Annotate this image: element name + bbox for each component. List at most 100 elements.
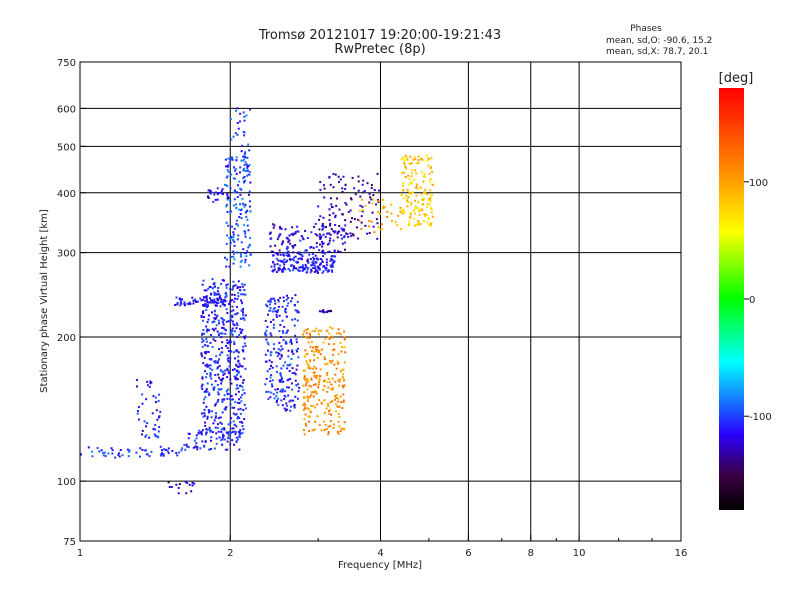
data-point xyxy=(216,290,219,293)
data-point xyxy=(206,428,209,431)
data-point xyxy=(429,166,432,169)
data-point xyxy=(283,325,286,328)
data-point xyxy=(320,402,323,405)
data-point xyxy=(203,390,206,393)
data-point xyxy=(210,436,213,439)
colorbar-label: [deg] xyxy=(719,71,754,86)
data-point xyxy=(299,257,302,260)
data-point xyxy=(292,244,295,247)
data-point xyxy=(312,391,315,394)
data-point xyxy=(238,436,241,439)
data-point xyxy=(287,268,290,271)
data-point xyxy=(293,371,296,374)
data-point xyxy=(403,163,406,166)
data-point xyxy=(291,367,294,370)
data-point xyxy=(239,364,242,367)
data-point xyxy=(268,300,271,303)
data-point xyxy=(215,442,218,445)
data-point xyxy=(270,351,273,354)
data-point xyxy=(313,350,316,353)
data-point xyxy=(430,157,433,160)
data-point xyxy=(167,452,170,455)
data-point xyxy=(308,384,311,387)
data-point xyxy=(143,420,146,423)
data-point xyxy=(349,209,352,212)
data-point xyxy=(214,373,217,376)
data-point xyxy=(241,365,244,368)
data-point xyxy=(215,355,218,358)
data-point xyxy=(242,409,245,412)
data-point xyxy=(205,376,208,379)
data-point xyxy=(180,449,183,452)
data-point xyxy=(332,239,335,242)
data-point xyxy=(322,233,325,236)
data-point xyxy=(283,398,286,401)
data-point xyxy=(317,266,320,269)
data-point xyxy=(425,154,428,157)
data-point xyxy=(206,417,209,420)
data-point xyxy=(353,218,356,221)
data-point xyxy=(363,189,366,192)
data-point xyxy=(239,286,242,289)
data-point xyxy=(282,380,285,383)
data-point xyxy=(234,177,237,180)
data-point xyxy=(406,199,409,202)
data-point xyxy=(269,307,272,310)
data-point xyxy=(337,432,340,435)
data-point xyxy=(201,319,204,322)
data-point xyxy=(226,367,229,370)
data-point xyxy=(242,428,245,431)
data-point xyxy=(216,423,219,426)
data-point xyxy=(322,341,325,344)
data-point xyxy=(322,184,325,187)
data-point xyxy=(292,352,295,355)
data-point xyxy=(331,327,334,330)
data-point xyxy=(399,228,402,231)
data-point xyxy=(280,375,283,378)
data-point xyxy=(284,342,287,345)
data-point xyxy=(216,367,219,370)
data-point xyxy=(429,207,432,210)
data-point xyxy=(330,387,333,390)
data-point xyxy=(231,327,234,330)
data-point xyxy=(214,191,217,194)
data-point xyxy=(290,340,293,343)
data-point xyxy=(126,448,129,451)
data-point xyxy=(328,219,331,222)
data-point xyxy=(184,481,187,484)
data-point xyxy=(141,429,144,432)
data-point xyxy=(227,437,230,440)
data-point xyxy=(294,379,297,382)
data-point xyxy=(201,332,204,335)
data-point xyxy=(220,439,223,442)
data-point xyxy=(339,250,342,253)
data-point xyxy=(225,320,228,323)
data-point xyxy=(323,385,326,388)
data-point xyxy=(322,251,325,254)
data-point xyxy=(323,399,326,402)
data-point xyxy=(244,161,247,164)
data-point xyxy=(240,217,243,220)
data-point xyxy=(286,252,289,255)
data-point xyxy=(219,191,222,194)
data-point xyxy=(315,348,318,351)
data-point xyxy=(207,189,210,192)
data-point xyxy=(373,189,376,192)
data-point xyxy=(216,314,219,317)
data-point xyxy=(279,349,282,352)
data-point xyxy=(204,344,207,347)
data-point xyxy=(200,316,203,319)
data-point xyxy=(234,132,237,135)
data-point xyxy=(400,171,403,174)
data-point xyxy=(281,241,284,244)
data-point xyxy=(208,411,211,414)
data-point xyxy=(216,301,219,304)
data-point xyxy=(139,447,142,450)
data-point xyxy=(326,362,329,365)
data-point xyxy=(247,246,250,249)
data-point xyxy=(286,386,289,389)
data-point xyxy=(327,336,330,339)
data-point xyxy=(325,263,328,266)
data-point xyxy=(360,215,363,218)
data-point xyxy=(323,252,326,255)
